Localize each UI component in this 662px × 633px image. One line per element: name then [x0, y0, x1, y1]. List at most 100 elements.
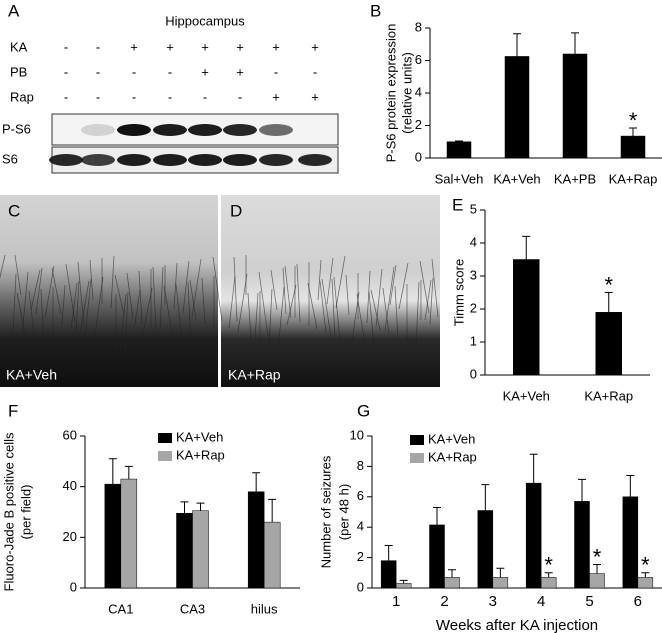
bar	[446, 141, 472, 159]
fiber	[247, 292, 252, 340]
fiber	[270, 269, 278, 311]
fiber	[142, 287, 153, 335]
fiber	[431, 258, 439, 318]
legend-label: KA+Veh	[428, 431, 475, 446]
fiber	[28, 290, 36, 344]
bar	[525, 482, 542, 589]
x-tick-label: 6	[634, 593, 642, 610]
y-tick-label: 2	[357, 549, 364, 564]
panel-label: C	[8, 201, 20, 220]
bar	[595, 312, 622, 376]
band	[81, 124, 115, 136]
panel-label: D	[230, 201, 242, 220]
bar	[622, 496, 639, 589]
row-mark: -	[96, 39, 100, 54]
fiber	[268, 288, 273, 348]
legend-label: KA+Veh	[176, 429, 223, 444]
bar	[574, 501, 590, 589]
x-axis-label: Weeks after KA injection	[436, 617, 598, 633]
row-mark: -	[168, 89, 172, 104]
fiber	[286, 284, 297, 326]
y-tick-label: 5	[470, 201, 477, 216]
blot-label: S6	[2, 151, 18, 166]
error-bar	[196, 502, 205, 511]
fiber	[191, 258, 202, 318]
y-tick-label: 8	[357, 458, 364, 473]
row-mark: +	[201, 64, 209, 79]
y-tick-label: 6	[415, 52, 422, 67]
x-tick-label: 3	[489, 593, 497, 610]
fiber	[152, 266, 157, 332]
band	[188, 154, 222, 166]
x-tick-label: KA+PB	[554, 171, 596, 186]
row-mark: -	[132, 89, 136, 104]
fiber	[277, 286, 285, 352]
y-axis-label: P-S6 protein expression	[383, 24, 398, 163]
fiber	[138, 270, 143, 324]
fiber	[0, 254, 6, 280]
x-tick-label: 2	[440, 593, 448, 610]
bar	[540, 577, 557, 589]
fiber	[21, 271, 29, 337]
error-bar	[593, 563, 601, 574]
band	[298, 154, 332, 166]
fiber	[212, 256, 223, 322]
bar	[504, 56, 530, 159]
row-mark: -	[203, 89, 207, 104]
fiber	[173, 262, 178, 310]
bar	[429, 524, 445, 589]
significance: *	[641, 553, 650, 578]
fiber	[228, 275, 236, 329]
y-tick-label: 60	[63, 427, 77, 442]
fiber	[366, 270, 371, 324]
error-bar	[604, 292, 613, 313]
legend-swatch	[158, 433, 172, 443]
fiber	[124, 291, 129, 357]
fiber	[284, 265, 292, 319]
fiber	[201, 277, 206, 325]
fiber	[370, 289, 381, 331]
row-mark: +	[130, 39, 138, 54]
fiber	[429, 277, 434, 325]
error-bar	[496, 567, 505, 578]
fiber	[345, 274, 350, 316]
error-bar	[626, 475, 635, 497]
x-tick-label: CA3	[180, 601, 205, 616]
error-bar	[180, 501, 189, 514]
x-tick-label: KA+Veh	[493, 171, 540, 186]
fiber	[384, 266, 395, 332]
fiber	[254, 292, 259, 340]
row-mark: +	[166, 39, 174, 54]
y-tick-label: 0	[470, 366, 477, 381]
image-caption: KA+Veh	[6, 367, 57, 383]
x-tick-label: 5	[585, 593, 593, 610]
x-tick-label: 4	[537, 593, 545, 610]
fiber	[187, 281, 192, 347]
y-axis-label: Timm score	[451, 259, 466, 326]
row-mark: -	[168, 64, 172, 79]
row-mark: +	[311, 39, 319, 54]
fiber	[394, 285, 399, 339]
fiber	[326, 257, 334, 305]
x-tick-label: Sal+Veh	[435, 171, 484, 186]
y-axis-label: (per 48 h)	[336, 484, 351, 540]
error-bar	[529, 453, 538, 484]
fiber	[258, 271, 269, 337]
y-tick-label: 10	[350, 427, 364, 442]
bar	[120, 478, 138, 589]
fiber	[333, 276, 341, 342]
fiber	[14, 254, 22, 296]
fiber	[16, 292, 27, 340]
fiber	[319, 280, 327, 334]
row-mark: +	[236, 64, 244, 79]
fiber	[126, 272, 134, 320]
fiber	[237, 273, 248, 333]
fiber	[44, 265, 55, 319]
row-mark: -	[313, 64, 317, 79]
fiber	[356, 293, 367, 353]
row-mark: +	[311, 89, 319, 104]
fiber	[12, 273, 17, 333]
panel-label: E	[452, 195, 463, 214]
row-mark: -	[64, 64, 68, 79]
